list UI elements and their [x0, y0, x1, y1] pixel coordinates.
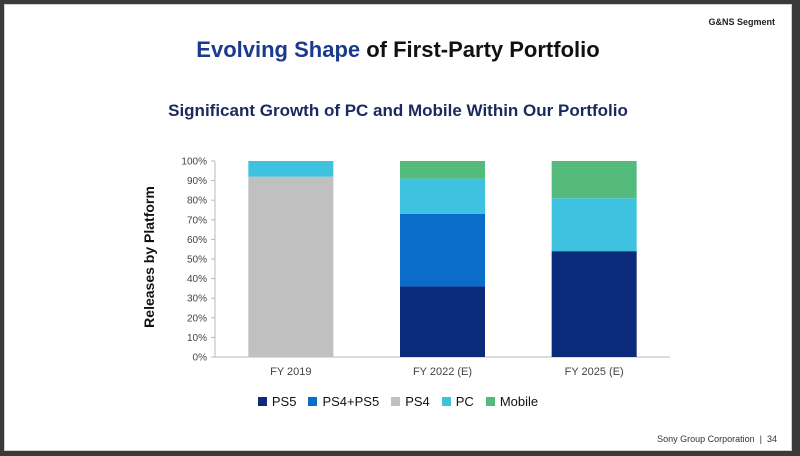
legend-item: PS4+PS5: [308, 394, 379, 409]
bar-segment-ps4: [248, 176, 334, 357]
y-tick-label: 60%: [187, 235, 207, 246]
legend-label: PS4: [405, 394, 430, 409]
y-tick-label: 50%: [187, 255, 207, 266]
bar-segment-mobile: [551, 161, 637, 199]
bar-segment-pc: [400, 178, 485, 214]
title-accent: Evolving Shape: [196, 37, 361, 62]
bar-segment-ps5: [400, 286, 485, 357]
legend-swatch: [485, 397, 495, 406]
legend-label: PS5: [271, 394, 297, 409]
legend-item: PS4: [391, 394, 430, 409]
legend-label: PS4+PS5: [322, 394, 380, 409]
legend-item: Mobile: [485, 394, 539, 409]
y-tick-label: 10%: [187, 333, 207, 344]
segment-label: G&NS Segment: [708, 17, 775, 27]
legend-item: PC: [441, 394, 474, 409]
y-tick-label: 0%: [193, 353, 208, 364]
legend-item: PS5: [257, 394, 297, 409]
footer-separator: |: [759, 434, 762, 444]
y-axis-label: Releases by Platform: [141, 186, 157, 328]
title-rest: of First-Party Portfolio: [360, 37, 600, 62]
bar-segment-pc: [248, 161, 334, 177]
x-tick-label: FY 2022 (E): [413, 366, 472, 378]
y-tick-label: 100%: [181, 157, 207, 168]
y-tick-label: 70%: [187, 215, 207, 226]
slide-subtitle: Significant Growth of PC and Mobile With…: [168, 101, 628, 120]
legend-swatch: [257, 397, 267, 406]
chart-legend: PS5 PS4+PS5 PS4 PC Mobile: [5, 394, 791, 409]
slide: G&NS Segment Evolving Shape of First-Par…: [4, 4, 792, 451]
bar-segment-ps4-ps5: [400, 213, 485, 287]
x-tick-label: FY 2025 (E): [565, 366, 624, 378]
y-tick-label: 20%: [187, 313, 207, 324]
legend-label: PC: [455, 394, 474, 409]
bar-segment-mobile: [400, 161, 485, 179]
bar-segment-ps5: [551, 251, 637, 357]
y-tick-label: 30%: [187, 294, 207, 305]
slide-title: Evolving Shape of First-Party Portfolio: [5, 37, 791, 63]
footer: Sony Group Corporation | 34: [657, 434, 777, 444]
y-tick-label: 80%: [187, 196, 207, 207]
company-name: Sony Group Corporation: [657, 434, 755, 444]
y-tick-label: 90%: [187, 176, 207, 187]
legend-swatch: [441, 397, 451, 406]
stacked-bar-chart: 0% 10% 20% 30% 40% 50% 60% 70% 80% 90% 100% FY 2019…: [181, 157, 670, 378]
page-number: 34: [766, 434, 777, 444]
x-tick-label: FY 2019: [270, 366, 311, 378]
bar-segment-pc: [551, 198, 637, 252]
y-tick-label: 40%: [187, 274, 207, 285]
legend-swatch: [308, 397, 318, 406]
legend-label: Mobile: [499, 394, 539, 409]
legend-swatch: [391, 397, 401, 406]
